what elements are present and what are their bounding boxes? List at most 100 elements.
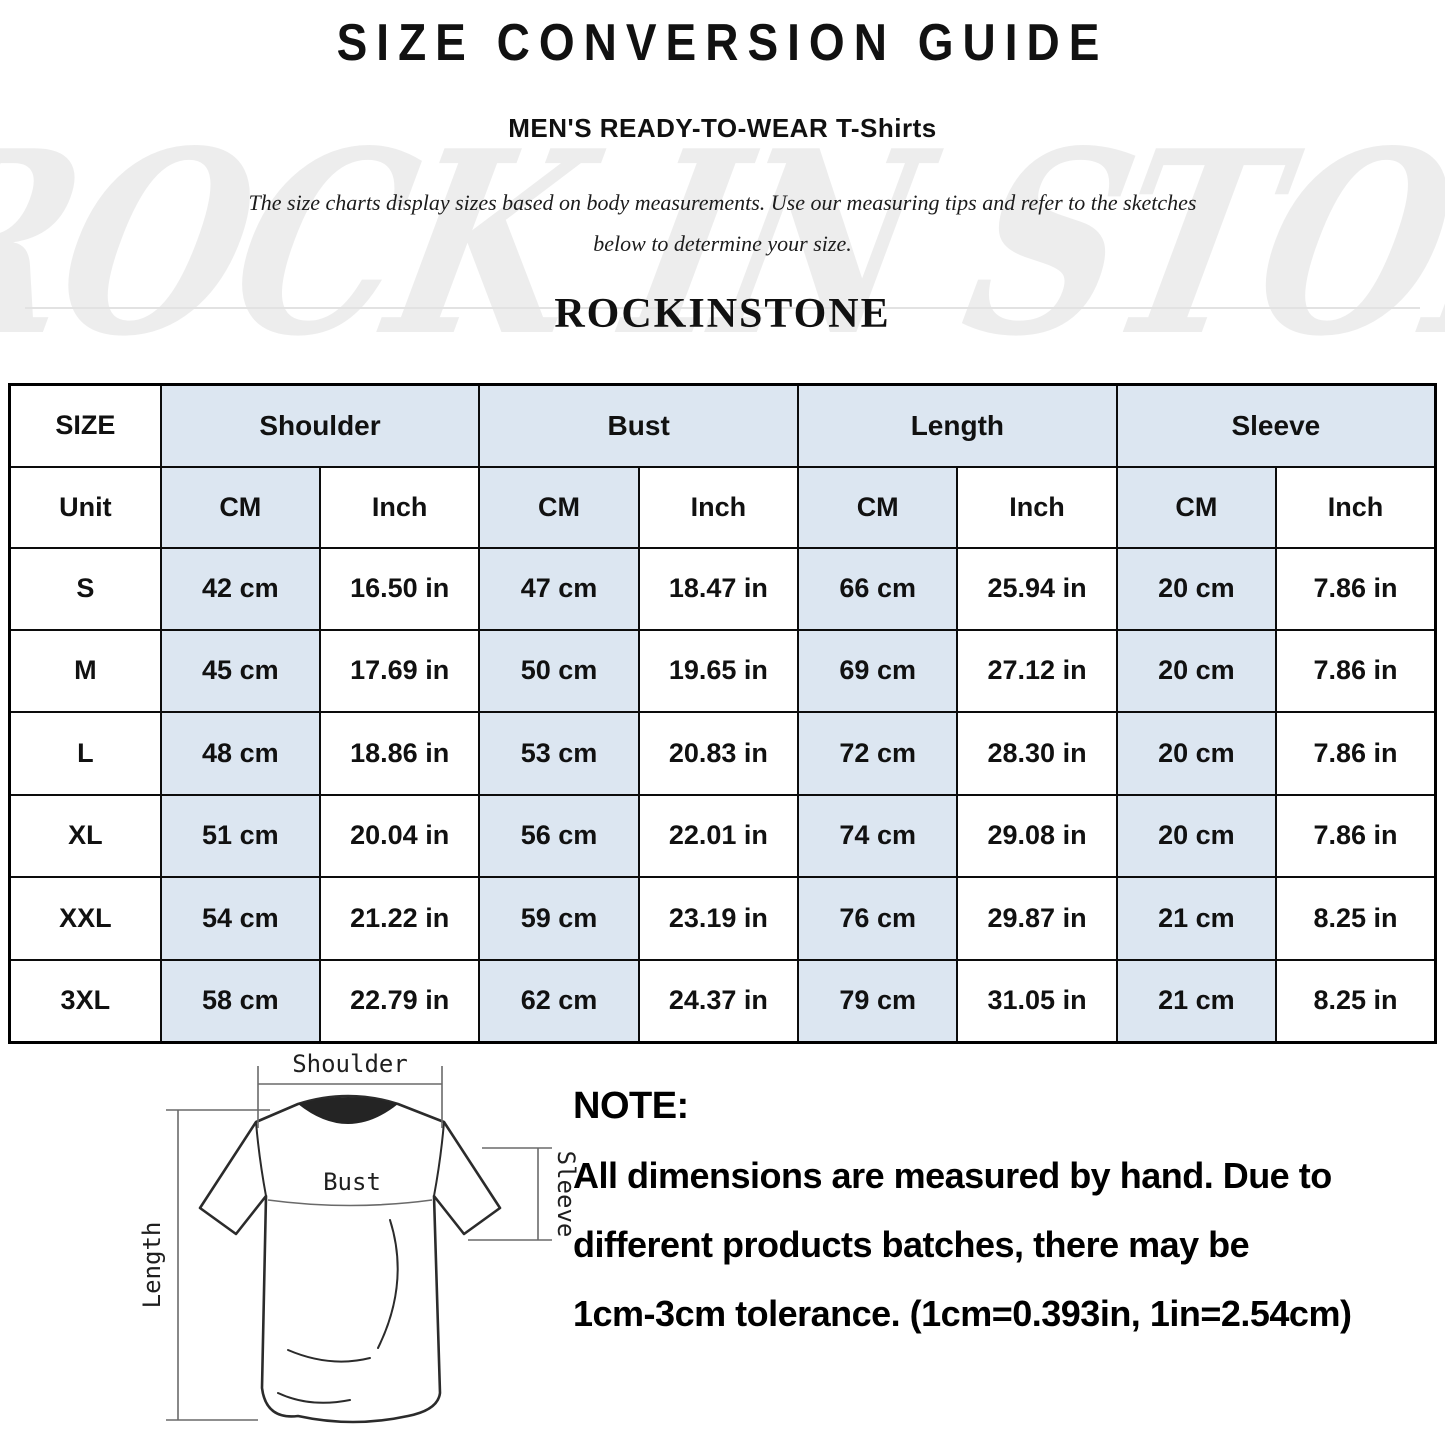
left-armhole-seam <box>255 1121 267 1197</box>
size-cell: S <box>8 546 162 631</box>
value-cell: 25.94 in <box>956 546 1118 631</box>
note-line: 1cm-3cm tolerance. (1cm=0.393in, 1in=2.5… <box>573 1293 1352 1334</box>
unit-header-cm: CM <box>1115 465 1278 549</box>
value-cell: 21 cm <box>1115 875 1278 961</box>
brand-name: ROCKINSTONE <box>554 291 891 337</box>
unit-header-inch: Inch <box>1275 465 1437 549</box>
unit-header-inch: Inch <box>318 465 481 549</box>
value-cell: 20 cm <box>1115 793 1278 878</box>
value-cell: 56 cm <box>478 793 640 878</box>
value-cell: 16.50 in <box>318 546 481 631</box>
group-header-shoulder: Shoulder <box>159 383 481 468</box>
value-cell: 50 cm <box>478 628 640 713</box>
value-cell: 66 cm <box>797 546 959 631</box>
table-group-header-row: SIZE Shoulder Bust Length Sleeve <box>8 383 1437 468</box>
unit-header-inch: Inch <box>637 465 800 549</box>
value-cell: 8.25 in <box>1275 875 1437 961</box>
value-cell: 18.47 in <box>637 546 800 631</box>
length-label: Length <box>138 1222 166 1309</box>
size-cell: L <box>8 710 162 796</box>
table-row-l: L 48 cm 18.86 in 53 cm 20.83 in 72 cm 28… <box>8 710 1437 796</box>
value-cell: 23.19 in <box>637 875 800 961</box>
page-title: SIZE CONVERSION GUIDE <box>336 13 1109 72</box>
bust-line <box>267 1199 433 1207</box>
table-row-3xl: 3XL 58 cm 22.79 in 62 cm 24.37 in 79 cm … <box>8 958 1437 1044</box>
description-line-2: below to determine your size. <box>593 231 852 256</box>
size-table: SIZE Shoulder Bust Length Sleeve Unit CM… <box>8 383 1437 1044</box>
page-subtitle: MEN'S READY-TO-WEAR T-Shirts <box>508 113 937 143</box>
value-cell: 47 cm <box>478 546 640 631</box>
value-cell: 17.69 in <box>318 628 481 713</box>
group-header-sleeve: Sleeve <box>1115 383 1437 468</box>
group-header-length: Length <box>797 383 1118 468</box>
size-cell: XL <box>8 793 162 878</box>
value-cell: 29.87 in <box>956 875 1118 961</box>
value-cell: 7.86 in <box>1275 546 1437 631</box>
value-cell: 7.86 in <box>1275 710 1437 796</box>
description-line-1: The size charts display sizes based on b… <box>248 190 1197 215</box>
value-cell: 72 cm <box>797 710 959 796</box>
table-row-m: M 45 cm 17.69 in 50 cm 19.65 in 69 cm 27… <box>8 628 1437 713</box>
unit-row-label: Unit <box>8 465 162 549</box>
sleeve-label: Sleeve <box>552 1151 578 1238</box>
value-cell: 27.12 in <box>956 628 1118 713</box>
table-corner-header: SIZE <box>8 383 162 468</box>
value-cell: 24.37 in <box>637 958 800 1044</box>
bust-label: Bust <box>323 1168 381 1196</box>
unit-header-cm: CM <box>478 465 640 549</box>
value-cell: 21.22 in <box>318 875 481 961</box>
value-cell: 51 cm <box>159 793 321 878</box>
value-cell: 69 cm <box>797 628 959 713</box>
table-row-s: S 42 cm 16.50 in 47 cm 18.47 in 66 cm 25… <box>8 546 1437 631</box>
tshirt-measurement-diagram: Shoulder Length Sleeve Bust <box>138 1048 580 1445</box>
size-table-container: SIZE Shoulder Bust Length Sleeve Unit CM… <box>8 383 1437 1044</box>
value-cell: 31.05 in <box>956 958 1118 1044</box>
note-title: NOTE: <box>573 1085 689 1127</box>
value-cell: 76 cm <box>797 875 959 961</box>
value-cell: 22.79 in <box>318 958 481 1044</box>
value-cell: 28.30 in <box>956 710 1118 796</box>
size-cell: 3XL <box>8 958 162 1044</box>
table-row-xl: XL 51 cm 20.04 in 56 cm 22.01 in 74 cm 2… <box>8 793 1437 878</box>
tshirt-collar <box>298 1097 398 1124</box>
value-cell: 62 cm <box>478 958 640 1044</box>
sleeve-dimension-line <box>468 1147 552 1241</box>
value-cell: 79 cm <box>797 958 959 1044</box>
value-cell: 53 cm <box>478 710 640 796</box>
unit-header-inch: Inch <box>956 465 1118 549</box>
value-cell: 22.01 in <box>637 793 800 878</box>
divider-line <box>25 307 1420 309</box>
note-line: different products batches, there may be <box>573 1224 1250 1265</box>
table-unit-row: Unit CM Inch CM Inch CM Inch CM Inch <box>8 465 1437 549</box>
shoulder-dimension-line <box>257 1066 443 1128</box>
value-cell: 20 cm <box>1115 546 1278 631</box>
value-cell: 19.65 in <box>637 628 800 713</box>
value-cell: 21 cm <box>1115 958 1278 1044</box>
value-cell: 18.86 in <box>318 710 481 796</box>
value-cell: 20.83 in <box>637 710 800 796</box>
value-cell: 74 cm <box>797 793 959 878</box>
shoulder-label: Shoulder <box>292 1050 408 1078</box>
fold-line <box>277 1392 351 1404</box>
unit-header-cm: CM <box>159 465 321 549</box>
size-cell: XXL <box>8 875 162 961</box>
tshirt-outline <box>198 1094 502 1424</box>
fold-line <box>377 1219 399 1349</box>
length-dimension-line <box>166 1109 270 1421</box>
unit-header-cm: CM <box>797 465 959 549</box>
value-cell: 58 cm <box>159 958 321 1044</box>
value-cell: 54 cm <box>159 875 321 961</box>
fold-line <box>287 1349 371 1363</box>
value-cell: 20.04 in <box>318 793 481 878</box>
value-cell: 29.08 in <box>956 793 1118 878</box>
value-cell: 7.86 in <box>1275 628 1437 713</box>
value-cell: 48 cm <box>159 710 321 796</box>
group-header-bust: Bust <box>478 383 800 468</box>
right-armhole-seam <box>433 1121 445 1197</box>
note-line: All dimensions are measured by hand. Due… <box>573 1155 1332 1196</box>
value-cell: 59 cm <box>478 875 640 961</box>
value-cell: 20 cm <box>1115 710 1278 796</box>
value-cell: 7.86 in <box>1275 793 1437 878</box>
note-block: NOTE: All dimensions are measured by han… <box>573 1072 1393 1348</box>
